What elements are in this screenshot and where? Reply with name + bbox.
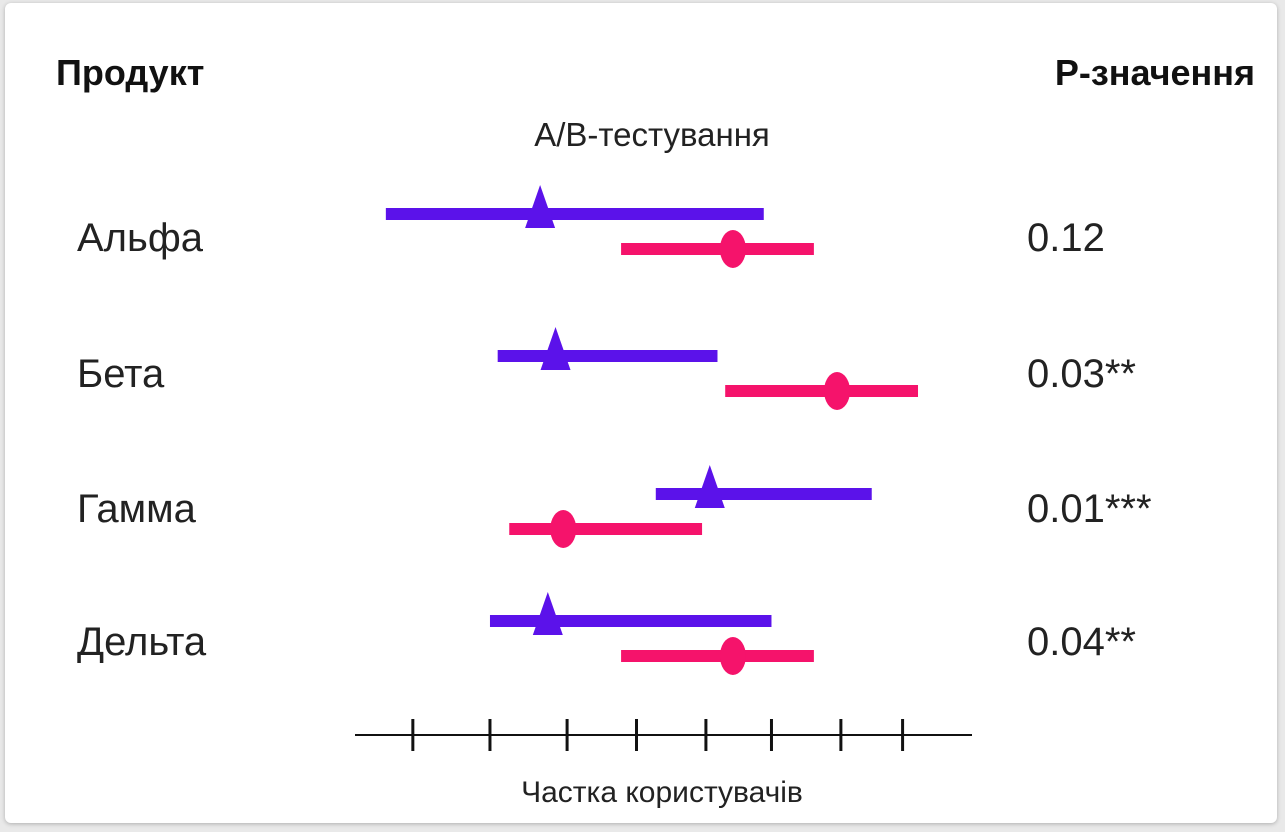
pvalue-beta: 0.03**: [1027, 352, 1136, 396]
row-label-beta: Бета: [77, 352, 165, 396]
gamma-triangle-estimate: [694, 465, 725, 508]
alpha-circle-estimate: [719, 230, 746, 268]
product-column-header: Продукт: [56, 52, 205, 93]
pvalue-delta: 0.04**: [1027, 620, 1136, 664]
pvalue-alpha: 0.12: [1027, 216, 1105, 260]
gamma-circle-estimate: [550, 510, 577, 548]
chart-subtitle: A/B-тестування: [534, 116, 770, 153]
delta-circle-estimate: [719, 637, 746, 675]
row-label-delta: Дельта: [77, 620, 207, 664]
x-axis-label: Частка користувачів: [521, 776, 803, 809]
beta-circle-estimate: [824, 372, 851, 410]
beta-triangle-estimate: [540, 327, 571, 370]
pvalue-column-header: P-значення: [1054, 52, 1255, 93]
pvalue-gamma: 0.01***: [1027, 487, 1152, 531]
row-label-gamma: Гамма: [77, 487, 196, 531]
delta-triangle-estimate: [532, 592, 563, 635]
alpha-triangle-estimate: [525, 185, 556, 228]
chart-card: [5, 3, 1277, 823]
row-label-alpha: Альфа: [77, 216, 204, 260]
